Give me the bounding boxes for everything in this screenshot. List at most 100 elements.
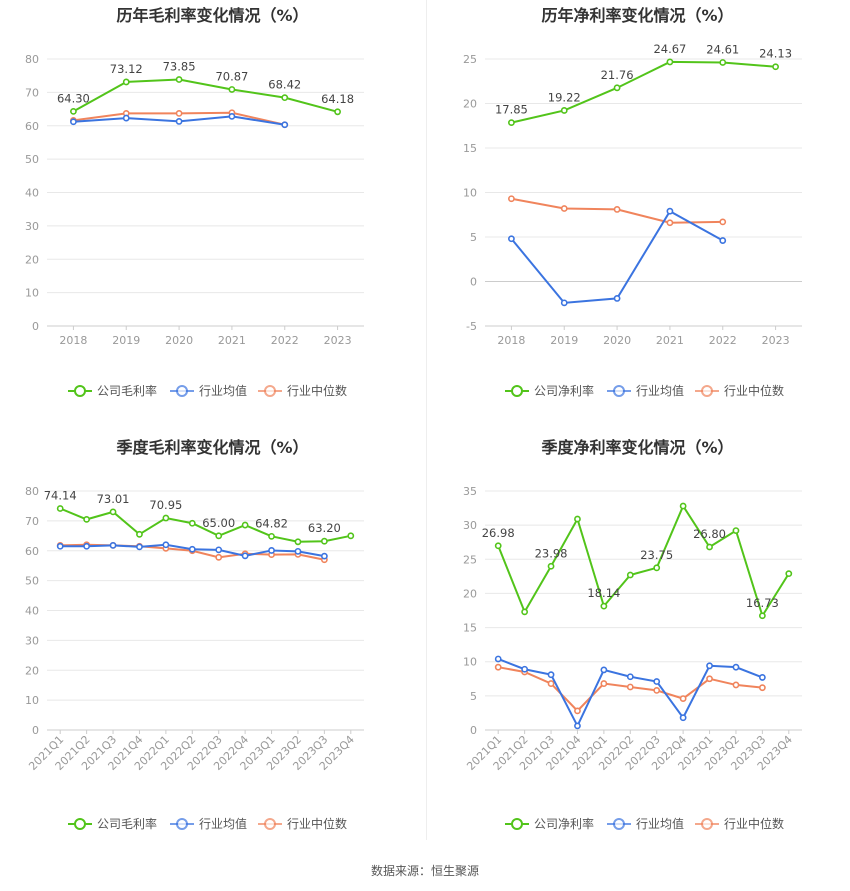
y-tick-label: 20 bbox=[463, 98, 477, 111]
data-point bbox=[175, 118, 183, 125]
legend-label: 公司净利率 bbox=[534, 383, 594, 398]
legend-marker bbox=[264, 818, 276, 830]
legend-label: 行业中位数 bbox=[287, 816, 347, 831]
data-point bbox=[83, 515, 91, 523]
data-label: 26.80 bbox=[693, 527, 726, 541]
data-point bbox=[215, 546, 223, 554]
data-point bbox=[241, 552, 249, 560]
data-point bbox=[600, 602, 608, 610]
x-tick-label: 2022 bbox=[271, 334, 299, 347]
x-tick-label: 2019 bbox=[550, 334, 578, 347]
data-label: 17.85 bbox=[495, 103, 528, 117]
data-point bbox=[494, 663, 502, 671]
data-point bbox=[215, 532, 223, 540]
data-point bbox=[560, 205, 568, 212]
chart-panel-quarterly-gross: 季度毛利率变化情况（%） bbox=[0, 432, 425, 852]
legend-label: 行业均值 bbox=[636, 816, 684, 831]
data-point bbox=[653, 564, 661, 572]
series-line bbox=[510, 209, 724, 304]
data-point bbox=[679, 695, 687, 702]
data-point bbox=[666, 207, 674, 215]
data-point bbox=[706, 662, 713, 670]
data-point bbox=[600, 666, 608, 674]
x-tick-label: 2021 bbox=[218, 334, 246, 347]
legend-marker bbox=[264, 385, 276, 397]
data-point bbox=[136, 543, 143, 551]
data-point bbox=[122, 78, 130, 86]
y-tick-label: 10 bbox=[25, 694, 39, 707]
legend-marker bbox=[613, 818, 625, 830]
chart-title: 季度毛利率变化情况（%） bbox=[116, 438, 309, 457]
y-tick-label: 70 bbox=[25, 515, 39, 528]
data-point bbox=[215, 553, 223, 561]
data-point bbox=[70, 118, 77, 126]
data-point bbox=[719, 59, 727, 66]
data-point bbox=[162, 514, 170, 522]
data-point bbox=[109, 508, 117, 516]
legend-label: 行业中位数 bbox=[724, 816, 784, 831]
data-point bbox=[494, 655, 502, 663]
y-tick-label: 50 bbox=[25, 575, 39, 588]
y-tick-label: 70 bbox=[25, 86, 39, 99]
y-tick-label: 30 bbox=[463, 519, 477, 532]
series-line bbox=[497, 658, 763, 729]
chart-0: 0 10 20 30 40 50 60 70 80 2018 2019 2020 2021 2022 202… bbox=[25, 53, 364, 398]
data-point bbox=[574, 722, 581, 730]
data-label: 74.14 bbox=[44, 489, 77, 503]
x-tick-label: 2018 bbox=[497, 334, 525, 347]
y-tick-label: 0 bbox=[470, 724, 477, 737]
chart-2: 010203040506070802021Q12021Q22021Q32021Q… bbox=[25, 485, 364, 831]
y-tick-label: 40 bbox=[25, 605, 39, 618]
y-tick-label: 10 bbox=[25, 287, 39, 300]
x-tick-label: 2023 bbox=[324, 334, 352, 347]
x-tick-label: 2018 bbox=[59, 334, 87, 347]
legend-marker bbox=[701, 385, 713, 397]
data-point bbox=[334, 108, 341, 116]
data-point bbox=[281, 121, 289, 129]
data-point bbox=[294, 547, 302, 555]
legend-marker bbox=[701, 818, 713, 830]
data-point bbox=[521, 608, 529, 616]
data-point bbox=[785, 570, 793, 578]
y-tick-label: 80 bbox=[25, 485, 39, 498]
data-label: 23.75 bbox=[640, 548, 673, 562]
y-tick-label: 0 bbox=[470, 276, 477, 289]
data-point bbox=[320, 552, 328, 560]
data-point bbox=[706, 543, 713, 551]
legend-marker bbox=[613, 385, 625, 397]
chart-panel-annual-gross: 历年毛利率变化情况（%） bbox=[0, 0, 425, 410]
data-point bbox=[626, 673, 634, 681]
data-label: 16.73 bbox=[746, 596, 779, 610]
data-label: 73.01 bbox=[97, 492, 130, 506]
data-point bbox=[547, 671, 555, 679]
y-tick-label: 60 bbox=[25, 545, 39, 558]
data-label: 68.42 bbox=[268, 78, 301, 92]
x-tick-label: 2023 bbox=[762, 334, 790, 347]
data-label: 64.18 bbox=[321, 92, 354, 106]
chart-panel-quarterly-net: 季度净利率变化情况（%） bbox=[425, 432, 850, 852]
y-tick-label: -5 bbox=[466, 320, 477, 333]
data-point bbox=[162, 541, 170, 549]
legend-marker bbox=[176, 818, 188, 830]
series-line bbox=[59, 507, 351, 543]
data-label: 64.30 bbox=[57, 91, 90, 105]
y-tick-label: 0 bbox=[32, 320, 39, 333]
x-tick-label: 2022 bbox=[709, 334, 737, 347]
data-point bbox=[83, 542, 91, 550]
data-point bbox=[626, 683, 634, 691]
data-label: 21.76 bbox=[601, 68, 634, 82]
y-tick-label: 50 bbox=[25, 153, 39, 166]
y-tick-label: 20 bbox=[25, 664, 39, 677]
y-tick-label: 40 bbox=[25, 187, 39, 200]
data-point bbox=[188, 519, 196, 527]
data-point bbox=[347, 532, 355, 540]
legend-marker bbox=[74, 818, 86, 830]
y-tick-label: 5 bbox=[470, 690, 477, 703]
series-line bbox=[511, 60, 776, 124]
data-point bbox=[560, 107, 568, 114]
data-point bbox=[758, 674, 766, 681]
data-label: 26.98 bbox=[482, 526, 515, 540]
y-tick-label: 20 bbox=[463, 587, 477, 600]
chart-title: 历年净利率变化情况（%） bbox=[541, 6, 734, 25]
data-label: 18.14 bbox=[587, 586, 620, 600]
